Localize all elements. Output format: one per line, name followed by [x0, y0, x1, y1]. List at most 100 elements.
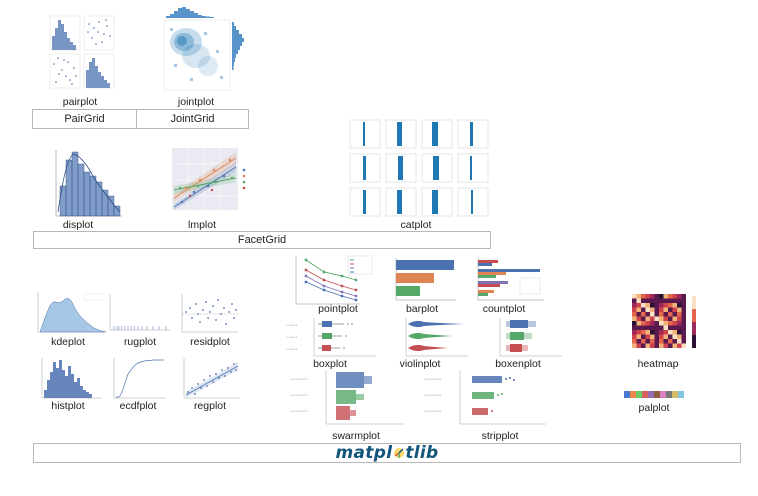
matplotlib-logo-icon: [393, 448, 404, 458]
heatmap-cell: [659, 330, 664, 335]
heatmap-cell: [645, 294, 650, 299]
pairplot-label: pairplot: [62, 96, 98, 108]
heatmap-cell: [636, 343, 641, 348]
heatmap-cell: [672, 321, 677, 326]
heatmap-cell: [672, 325, 677, 330]
heatmap-cell: [677, 325, 682, 330]
heatmap-cell: [677, 330, 682, 335]
heatmap-cell: [636, 312, 641, 317]
countplot-label: countplot: [482, 303, 526, 315]
svg-text:••••••••••: ••••••••••: [424, 377, 442, 381]
boxplot-label: boxplot: [313, 358, 347, 370]
heatmap-cell: [663, 343, 668, 348]
heatmap-cell: [663, 294, 668, 299]
boxenplot-label: boxenplot: [495, 358, 541, 370]
heatmap-cell: [641, 303, 646, 308]
matplotlib-wordmark-right: tlib: [405, 443, 439, 463]
heatmap-cell: [641, 334, 646, 339]
heatmap-cell: [668, 316, 673, 321]
regplot-label: regplot: [193, 400, 227, 412]
heatmap-cell: [672, 312, 677, 317]
heatmap-cell: [668, 339, 673, 344]
barplot-label: barplot: [405, 303, 439, 315]
lmplot-label: lmplot: [187, 219, 216, 231]
heatmap-cell: [645, 321, 650, 326]
heatmap-cell: [632, 316, 637, 321]
violinplot-thumbnail: [405, 318, 468, 357]
swarmplot-thumbnail: •••••••••• •••••••••• ••••••••••: [290, 370, 404, 425]
heatmap-cell: [668, 325, 673, 330]
heatmap-cell: [636, 294, 641, 299]
heatmap-cell: [672, 334, 677, 339]
palplot-swatch: [660, 391, 666, 398]
heatmap-cell: [668, 330, 673, 335]
histplot-thumbnail: [41, 358, 102, 399]
heatmap-cell: [663, 339, 668, 344]
heatmap-cell: [650, 334, 655, 339]
heatmap-cell: [663, 303, 668, 308]
heatmap-cell: [663, 325, 668, 330]
catplot-label: catplot: [400, 219, 432, 231]
heatmap-cell: [641, 307, 646, 312]
heatmap-cell: [632, 339, 637, 344]
heatmap-cell: [641, 325, 646, 330]
heatmap-cell: [659, 294, 664, 299]
heatmap-cell: [677, 343, 682, 348]
heatmap-cell: [672, 316, 677, 321]
barplot-thumbnail: [395, 258, 456, 301]
heatmap-cell: [645, 312, 650, 317]
heatmap-cell: [650, 316, 655, 321]
heatmap-cell: [672, 298, 677, 303]
heatmap-cell: [636, 339, 641, 344]
heatmap-cell: [681, 307, 686, 312]
heatmap-cell: [659, 307, 664, 312]
heatmap-cell: [668, 298, 673, 303]
heatmap-cell: [632, 343, 637, 348]
palplot-swatch: [678, 391, 684, 398]
ecdfplot-label: ecdfplot: [119, 400, 157, 412]
heatmap-cell: [663, 334, 668, 339]
heatmap-cell: [663, 321, 668, 326]
heatmap-cell: [632, 298, 637, 303]
heatmap-cell: [677, 339, 682, 344]
palplot-swatch: [672, 391, 678, 398]
heatmap-cell: [641, 316, 646, 321]
matplotlib-box: matpl tlib: [33, 443, 741, 463]
heatmap-cell: [677, 334, 682, 339]
rugplot-thumbnail: [109, 294, 170, 331]
svg-text:• •••••: • •••••: [286, 323, 298, 327]
heatmap-cell: [654, 316, 659, 321]
heatmap-cell: [672, 307, 677, 312]
jointplot-thumbnail: [163, 7, 244, 91]
heatmap-cell: [681, 330, 686, 335]
heatmap-cell: [672, 330, 677, 335]
heatmap-cell: [659, 298, 664, 303]
heatmap-cell: [677, 316, 682, 321]
heatmap-cell: [672, 303, 677, 308]
heatmap-cell: [636, 298, 641, 303]
catplot-thumbnail: [349, 119, 489, 217]
heatmap-cell: [645, 316, 650, 321]
heatmap-cell: [663, 312, 668, 317]
heatmap-cell: [650, 343, 655, 348]
violinplot-label: violinplot: [399, 358, 441, 370]
palplot-swatch: [642, 391, 648, 398]
heatmap-cell: [650, 307, 655, 312]
heatmap-cell: [654, 330, 659, 335]
palplot-swatch: [666, 391, 672, 398]
jointplot-label: jointplot: [177, 96, 215, 108]
heatmap-cell: [636, 330, 641, 335]
heatmap-cell: [654, 334, 659, 339]
heatmap-label: heatmap: [637, 358, 679, 370]
heatmap-cell: [654, 339, 659, 344]
heatmap-cell: [636, 334, 641, 339]
kdeplot-thumbnail: [37, 292, 107, 333]
pairplot-thumbnail: [49, 15, 115, 89]
residplot-label: residplot: [190, 336, 230, 348]
kdeplot-label: kdeplot: [51, 336, 85, 348]
heatmap-cell: [641, 321, 646, 326]
heatmap-cell: [632, 330, 637, 335]
displot-thumbnail: [55, 150, 122, 217]
ecdfplot-thumbnail: [113, 358, 166, 399]
heatmap-cell: [650, 294, 655, 299]
